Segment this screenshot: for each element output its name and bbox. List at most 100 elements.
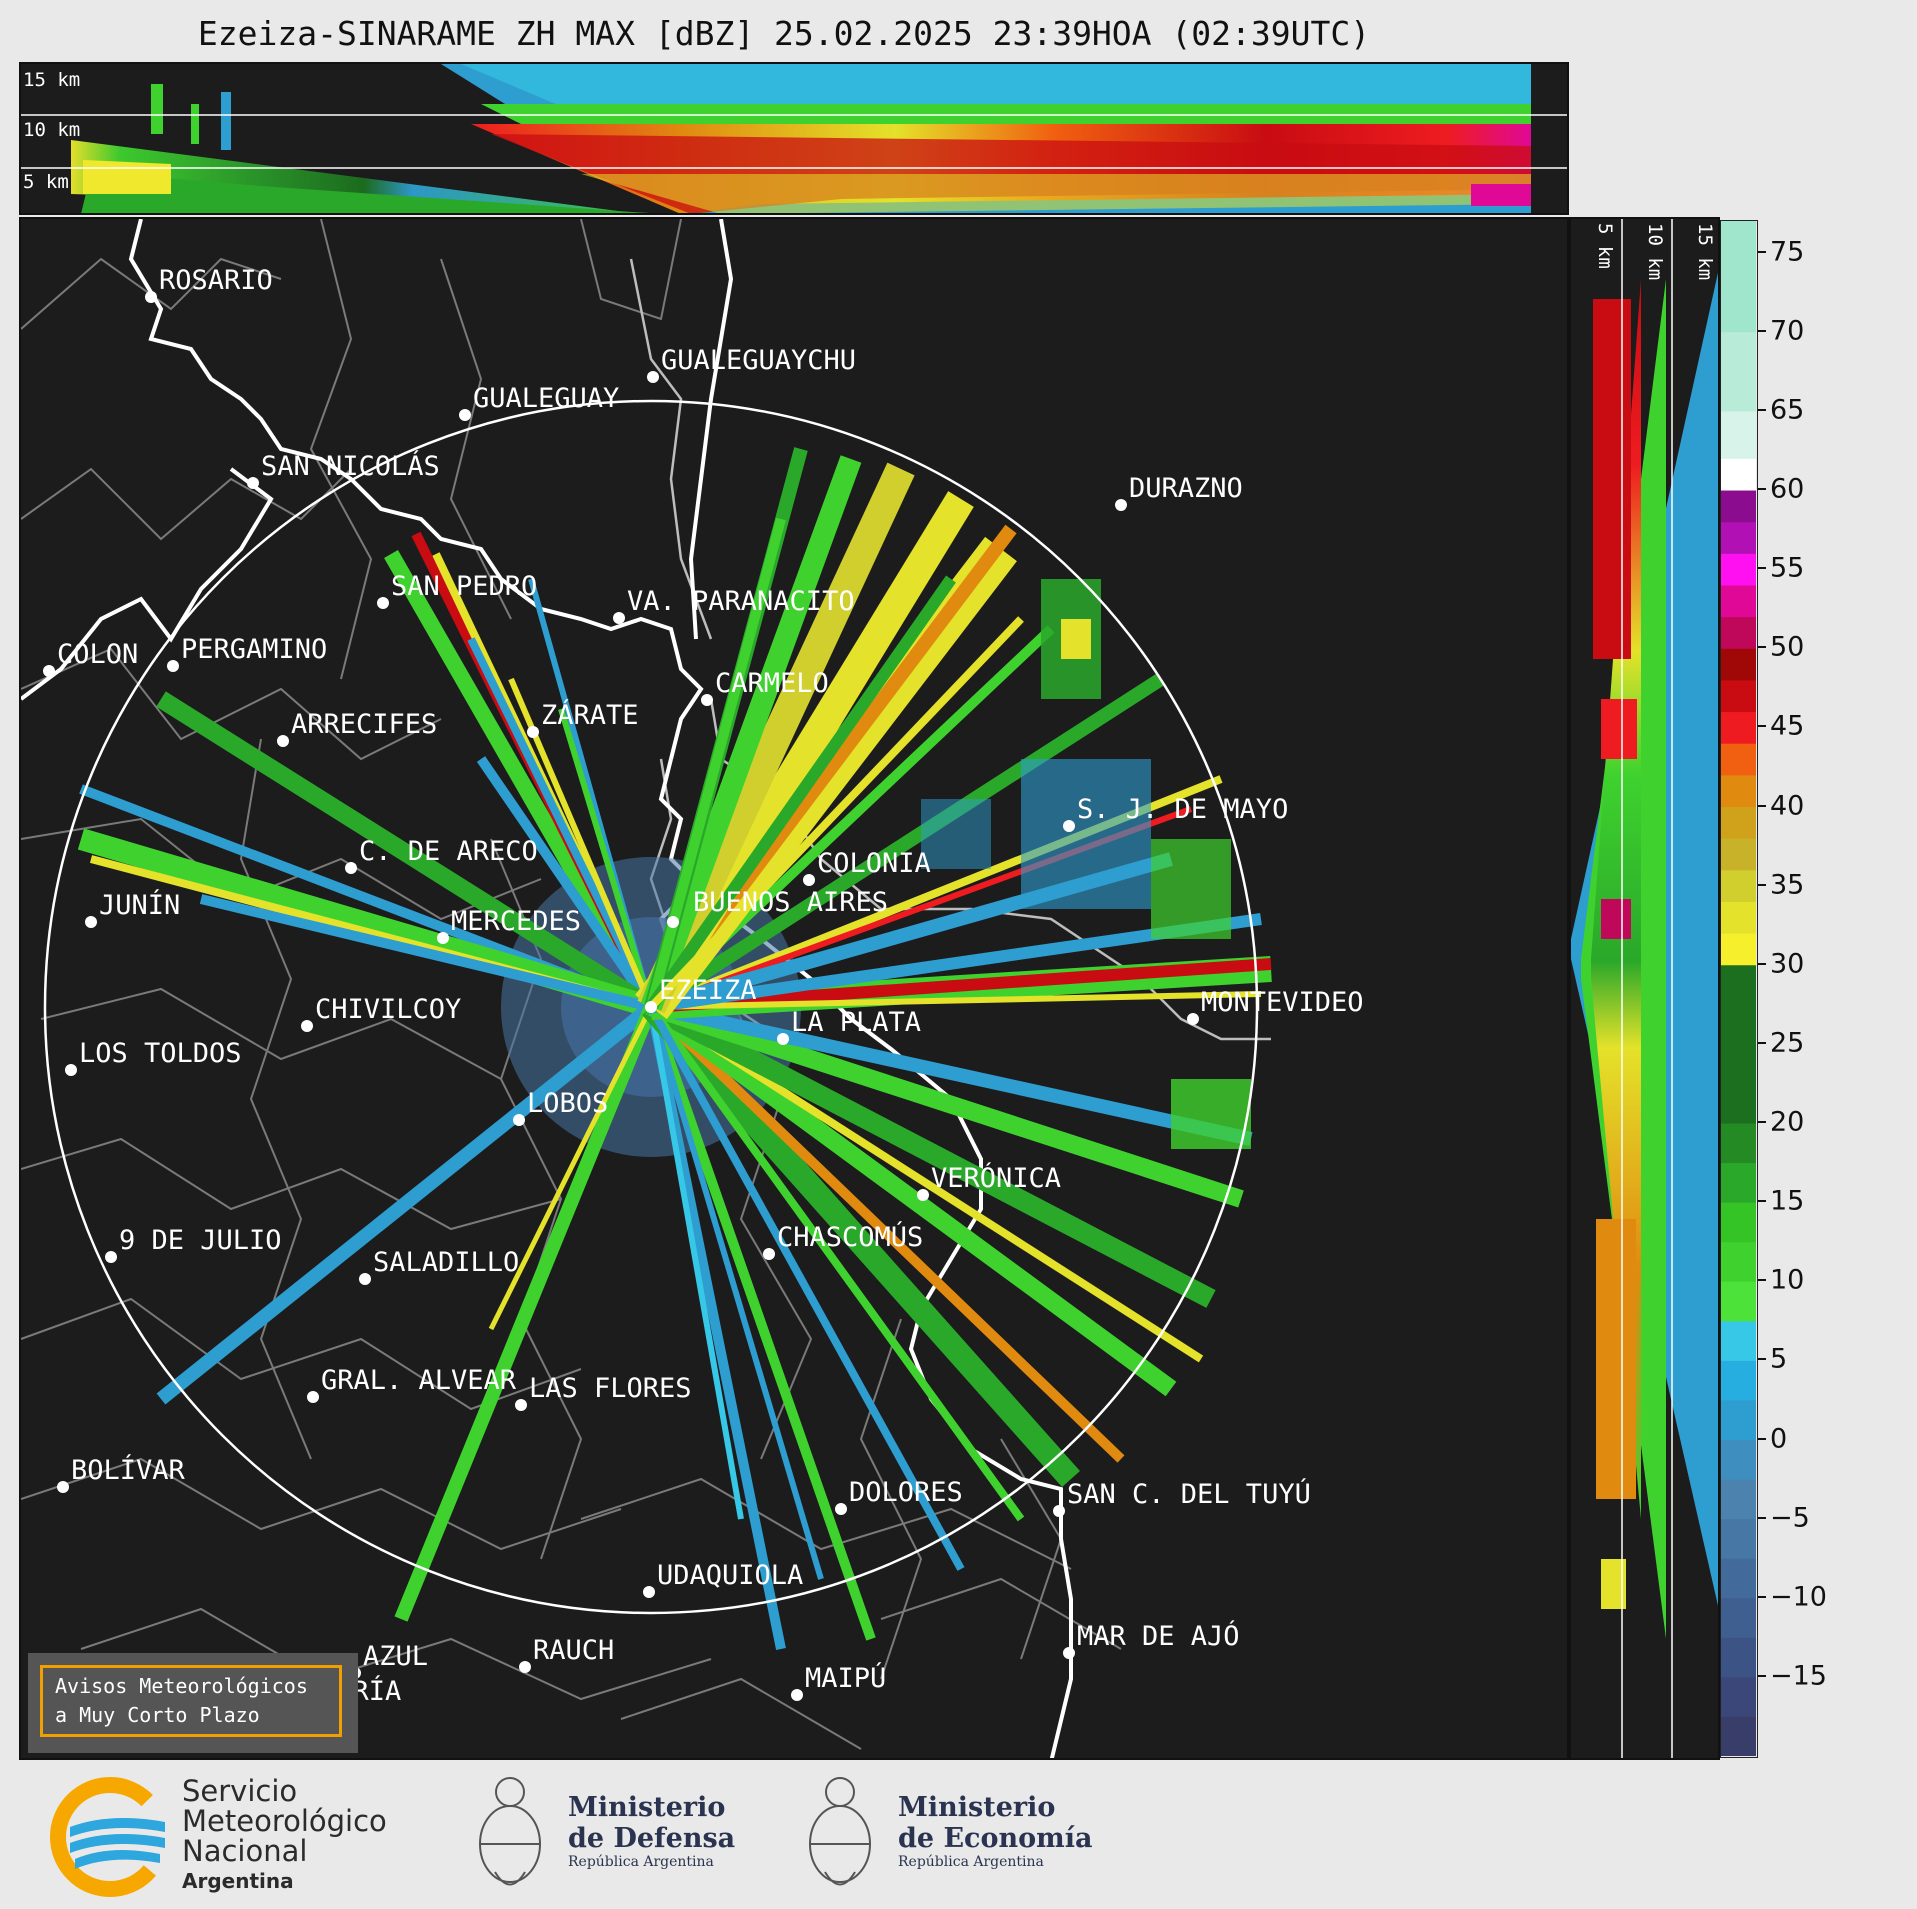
city-label-11: ARRECIFES [291, 709, 437, 740]
warning-box[interactable]: Avisos Meteorológicos a Muy Corto Plazo [28, 1653, 358, 1753]
city-label-14: COLONIA [817, 848, 931, 879]
city-marker-2 [459, 409, 471, 421]
city-marker-18 [645, 1001, 657, 1013]
city-label-20: CHIVILCOY [315, 994, 461, 1025]
colorbar-tick-mark-2 [1758, 408, 1766, 411]
city-label-37: MAIPÚ [805, 1662, 886, 1694]
city-marker-17 [437, 932, 449, 944]
colorbar-tick-mark-1 [1758, 329, 1766, 332]
city-label-19: MONTEVIDEO [1201, 987, 1364, 1018]
colorbar-tick-mark-6 [1758, 725, 1766, 728]
city-marker-24 [917, 1189, 929, 1201]
colorbar-tick-mark-18 [1758, 1674, 1766, 1677]
colorbar-segment-28 [1721, 584, 1756, 618]
radar-map: ROSARIO GUALEGUAYCHU GUALEGUAY SAN NICOLÁS D… [19, 217, 1569, 1760]
colorbar-tick-mark-0 [1758, 250, 1766, 253]
city-marker-7 [43, 665, 55, 677]
colorbar-tick-label-12: 15 [1770, 1185, 1805, 1217]
colorbar-segment-23 [1721, 743, 1756, 776]
city-label-8: PERGAMINO [181, 634, 327, 665]
colorbar-segment-27 [1721, 616, 1756, 649]
colorbar-segment-33 [1721, 410, 1756, 459]
city-label-21: LA PLATA [791, 1007, 921, 1038]
colorbar-tick-label-7: 40 [1770, 790, 1805, 821]
colorbar-tick-mark-4 [1758, 567, 1766, 570]
colorbar-tick-mark-12 [1758, 1200, 1766, 1203]
colorbar-segment-15 [1721, 1123, 1756, 1164]
defensa-line-1: Ministerio [568, 1792, 726, 1823]
height-label-10km-side: 10 km [1644, 223, 1666, 280]
city-marker-22 [65, 1064, 77, 1076]
smn-logo [50, 1777, 170, 1897]
colorbar-tick-label-10: 25 [1770, 1027, 1805, 1059]
colorbar-segment-7 [1721, 1439, 1756, 1480]
city-marker-23 [513, 1114, 525, 1126]
colorbar-tick-label-2: 65 [1770, 394, 1805, 426]
colorbar-segment-34 [1721, 331, 1756, 412]
city-marker-19 [1187, 1013, 1199, 1025]
city-label-6: VA. PARANACITO [627, 586, 855, 617]
colorbar-tick-label-16: −5 [1770, 1502, 1810, 1534]
page-title: Ezeiza-SINARAME ZH MAX [dBZ] 25.02.2025 … [197, 14, 1371, 53]
city-marker-35 [519, 1661, 531, 1673]
colorbar-tick-label-8: 35 [1770, 869, 1805, 901]
colorbar-tick-label-18: −15 [1770, 1660, 1827, 1692]
economia-line-1: Ministerio [898, 1792, 1056, 1823]
city-marker-30 [57, 1481, 69, 1493]
height-label-5km-side: 5 km [1594, 223, 1616, 269]
colorbar-segment-0 [1721, 1716, 1756, 1757]
colorbar-tick-mark-11 [1758, 1121, 1766, 1123]
city-label-34: MAR DE AJÓ [1077, 1620, 1240, 1652]
colorbar-segment-31 [1721, 490, 1756, 523]
colorbar-segment-21 [1721, 806, 1756, 839]
colorbar-segment-20 [1721, 838, 1756, 871]
smn-line-2: Meteorológico [182, 1804, 387, 1838]
colorbar-segment-17 [1721, 933, 1756, 966]
city-marker-0 [145, 291, 157, 303]
colorbar-tick-mark-5 [1758, 646, 1766, 649]
city-label-27: SALADILLO [373, 1247, 519, 1278]
colorbar-segment-26 [1721, 648, 1756, 681]
warning-line-2: a Muy Corto Plazo [55, 1703, 260, 1727]
city-label-15: JUNÍN [99, 889, 180, 921]
city-marker-32 [1053, 1505, 1065, 1517]
height-label-15km-side: 15 km [1694, 223, 1716, 280]
colorbar-segment-35 [1721, 221, 1756, 333]
colorbar-tick-label-15: 0 [1770, 1423, 1788, 1454]
smn-line-4: Argentina [182, 1869, 294, 1893]
city-label-2: GUALEGUAY [473, 383, 619, 414]
city-marker-11 [277, 735, 289, 747]
colorbar-tick-mark-15 [1758, 1437, 1766, 1440]
city-marker-20 [301, 1020, 313, 1032]
colorbar-tick-label-5: 50 [1770, 631, 1805, 663]
city-label-30: BOLÍVAR [71, 1454, 186, 1486]
colorbar-segment-16 [1721, 964, 1756, 1124]
colorbar-segment-11 [1721, 1281, 1756, 1322]
colorbar-segment-22 [1721, 774, 1756, 808]
colorbar-tick-mark-3 [1758, 488, 1766, 491]
city-marker-26 [763, 1248, 775, 1260]
city-label-13: C. DE ARECO [359, 836, 538, 867]
city-label-16: BUENOS AIRES [693, 887, 888, 918]
colorbar-tick-label-3: 60 [1770, 473, 1805, 505]
city-label-3: SAN NICOLÁS [261, 450, 440, 482]
colorbar-segment-13 [1721, 1202, 1756, 1243]
city-marker-31 [835, 1503, 847, 1515]
city-marker-16 [667, 916, 679, 928]
city-marker-6 [613, 612, 625, 624]
colorbar-segment-29 [1721, 553, 1756, 586]
colorbar-tick-label-1: 70 [1770, 315, 1805, 347]
colorbar-segment-25 [1721, 679, 1756, 713]
city-label-35: RAUCH [533, 1635, 614, 1666]
city-marker-28 [307, 1391, 319, 1403]
colorbar-tick-mark-17 [1758, 1595, 1766, 1598]
colorbar-tick-mark-10 [1758, 1041, 1766, 1044]
city-marker-34 [1063, 1647, 1075, 1659]
city-marker-25 [105, 1251, 117, 1263]
economia-line-3: República Argentina [898, 1854, 1044, 1870]
city-label-0: ROSARIO [159, 265, 273, 296]
defensa-line-3: República Argentina [568, 1854, 714, 1870]
city-label-12: S. J. DE MAYO [1077, 794, 1288, 825]
colorbar-tick-mark-7 [1758, 804, 1766, 807]
city-label-26: CHASCOMÚS [777, 1221, 923, 1253]
